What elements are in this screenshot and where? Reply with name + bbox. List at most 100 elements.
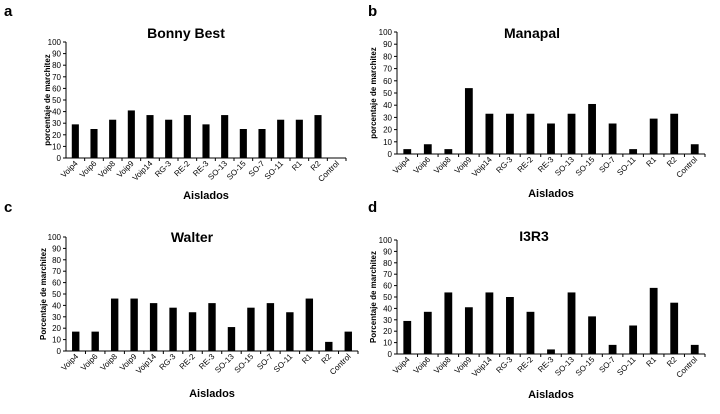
x-tick-label: SO-11 [615,355,638,378]
bar-SO-13 [567,113,576,154]
x-tick-label: SO-11 [263,159,286,182]
bar-Voip8 [444,149,453,154]
bar-Voip14 [485,292,494,354]
bar-SO-15 [588,316,596,354]
y-tick-label: 80 [52,61,61,70]
bar-SO-11 [286,312,294,351]
x-axis-label: Aislados [183,190,229,202]
bar-Voip6 [423,311,432,354]
bar-R2 [670,302,679,354]
y-tick-label: 50 [52,96,61,105]
y-tick-label: 60 [52,279,61,288]
bar-RG-3 [506,113,514,154]
x-tick-label: Control [328,352,353,377]
bar-SO-13 [567,292,576,354]
y-axis-label: Porcentaje de marchitez [39,248,48,340]
bar-Voip6 [90,129,98,158]
y-tick-label: 20 [383,327,392,336]
y-tick-label: 30 [383,316,392,325]
bar-Control [690,344,699,354]
y-tick-label: 60 [52,84,61,93]
panel-label: d [368,199,377,216]
y-tick-label: 90 [52,50,61,59]
panel-label: b [368,3,377,20]
bar-R2 [670,113,679,154]
x-tick-label: Voip6 [412,155,433,176]
x-tick-label: R2 [665,155,679,169]
bar-SO-15 [239,129,247,158]
x-tick-label: SO-15 [574,355,597,378]
bar-Control [344,331,352,351]
bar-Voip4 [71,124,79,158]
bar-Voip14 [149,303,158,351]
x-tick-label: RG-3 [153,159,173,179]
bar-SO-13 [221,115,229,158]
panel-label: c [4,199,12,216]
y-tick-label: 70 [383,270,392,279]
x-tick-label: R2 [665,355,679,369]
x-tick-label: RG-3 [494,355,514,375]
x-axis-label: Aislados [528,389,574,401]
bar-Voip6 [91,331,99,351]
x-tick-label: RE-2 [172,159,192,179]
bar-RG-3 [169,307,177,351]
x-tick-label: Voip8 [432,355,453,376]
bar-Voip8 [110,298,119,351]
bar-Voip14 [485,113,494,154]
chart-title: Bonny Best [147,25,225,41]
bar-Voip4 [403,149,412,154]
bar-RE-3 [547,349,555,354]
y-tick-label: 70 [383,65,392,74]
bar-Voip9 [127,110,135,158]
y-tick-label: 80 [383,259,392,268]
bar-RG-3 [506,297,514,354]
y-axis-label: Porcentaje de marchitez [369,251,378,343]
bar-Control [690,144,699,154]
y-tick-label: 50 [383,89,392,98]
x-tick-label: Control [675,355,700,380]
x-tick-label: Voip14 [470,355,494,379]
x-tick-label: R1 [644,155,658,169]
chart-title: Manapal [504,25,560,41]
y-tick-label: 30 [383,113,392,122]
x-tick-label: RE-2 [516,355,536,375]
bar-R1 [649,118,658,154]
x-tick-label: SO-15 [574,155,597,178]
bar-Voip4 [72,331,80,351]
bar-RE-2 [188,312,197,351]
bar-SO-13 [227,327,236,351]
x-tick-label: Voip6 [78,159,99,180]
x-axis-label: Aislados [189,388,235,400]
y-tick-label: 30 [52,313,61,322]
x-axis-label: Aislados [528,188,574,200]
y-tick-label: 30 [52,119,61,128]
x-tick-label: Voip14 [134,352,158,376]
bar-RE-2 [526,113,535,154]
bar-SO-11 [277,119,285,158]
bar-RE-3 [547,123,555,154]
y-tick-label: 50 [383,293,392,302]
y-axis-label: porcentaje de marchitez [43,54,52,146]
y-tick-label: 100 [48,233,62,242]
bar-Voip8 [109,119,117,158]
x-tick-label: SO-7 [597,355,617,375]
bar-R1 [305,298,314,351]
x-tick-label: R1 [290,159,304,173]
y-tick-label: 90 [52,244,61,253]
x-tick-label: Voip8 [97,159,118,180]
x-tick-label: Voip6 [412,355,433,376]
y-tick-label: 80 [52,256,61,265]
y-tick-label: 0 [57,154,62,163]
y-tick-label: 90 [383,247,392,256]
y-tick-label: 60 [383,282,392,291]
x-tick-label: Voip14 [131,159,155,183]
bar-SO-7 [258,129,266,158]
y-tick-label: 80 [383,52,392,61]
bar-RE-3 [202,124,210,158]
x-tick-label: RG-3 [158,352,178,372]
bar-RE-2 [526,311,535,354]
bar-SO-7 [266,303,275,351]
bar-SO-7 [608,344,617,354]
